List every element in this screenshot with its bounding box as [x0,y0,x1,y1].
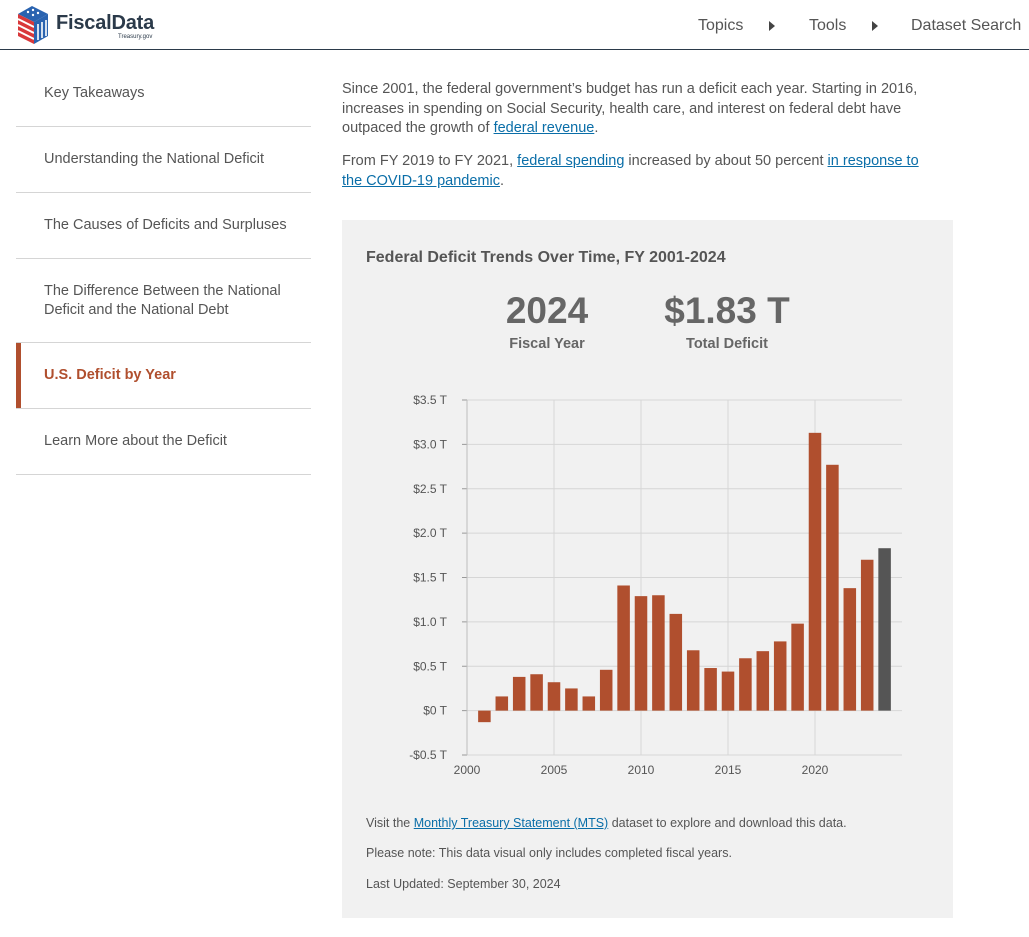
sidebar-item-label: U.S. Deficit by Year [44,367,176,383]
caret-right-icon [769,21,776,31]
sidebar-item-understanding-deficit[interactable]: Understanding the National Deficit [16,127,311,193]
y-tick-label: $1.5 T [413,571,447,585]
y-tick-label: $3.0 T [413,437,447,451]
total-deficit-stat: $1.83 T Total Deficit [652,290,802,352]
flag-logo-icon [17,6,48,44]
deficit-bar-2006[interactable] [565,688,578,711]
sidebar-item-label: The Difference Between the National Defi… [44,282,281,318]
total-deficit-label: Total Deficit [686,336,768,352]
y-tick-label: $1.0 T [413,615,447,629]
y-tick-label: $0.5 T [413,659,447,673]
deficit-bar-2013[interactable] [686,650,700,711]
deficit-bar-2010[interactable] [634,596,648,711]
covid-response-link[interactable]: in response to the COVID-19 pandemic [342,153,919,189]
deficit-bar-2018[interactable] [773,641,787,711]
y-tick-label: $3.5 T [413,393,447,407]
deficit-bar-2011[interactable] [652,595,665,711]
sidebar-item-label: Learn More about the Deficit [44,433,227,449]
deficit-bar-2016[interactable] [739,658,752,711]
deficit-bar-2014[interactable] [704,668,717,711]
mts-dataset-link[interactable]: Monthly Treasury Statement (MTS) [413,816,609,830]
note-text: dataset to explore and download this dat… [608,816,847,830]
nav-topics[interactable]: Topics [698,17,776,35]
fiscal-year-stat: 2024 Fiscal Year [497,290,597,352]
deficit-bar-2024[interactable] [878,548,891,711]
deficit-bar-2023[interactable] [860,559,874,711]
deficit-bar-2019[interactable] [791,623,804,711]
caret-right-icon [872,21,879,31]
total-deficit-value: $1.83 T [664,290,790,331]
x-tick-label: 2005 [541,763,568,777]
deficit-bar-2002[interactable] [495,696,509,711]
sidebar-item-label: Key Takeaways [44,84,145,101]
chart-title: Federal Deficit Trends Over Time, FY 200… [366,249,726,266]
federal-spending-link[interactable]: federal spending [517,153,625,169]
deficit-bar-2003[interactable] [512,676,526,711]
sidebar-item-learn-more[interactable]: Learn More about the Deficit [16,409,311,475]
intro-text: . [499,172,504,189]
logo-text: FiscalData [56,12,155,34]
logo-subtext: Treasury.gov [118,34,153,40]
fiscaldata-logo[interactable]: FiscalData Treasury.gov [14,4,174,46]
deficit-bar-2001[interactable] [478,710,491,723]
nav-tools[interactable]: Tools [809,17,879,35]
y-tick-label: $2.0 T [413,526,447,540]
sidebar-item-deficit-by-year[interactable]: U.S. Deficit by Year [16,343,311,409]
sidebar-item-label: Understanding the National Deficit [44,151,265,167]
intro-paragraph-1: Since 2001, the federal government’s bud… [342,80,932,139]
deficit-bar-2005[interactable] [547,682,561,711]
intro-text: . [594,120,599,136]
y-tick-label: $2.5 T [413,482,447,496]
deficit-bar-2022[interactable] [843,588,857,711]
federal-revenue-link[interactable]: federal revenue [493,120,595,136]
intro-text: increased by about 50 percent [624,153,828,169]
deficit-bar-2004[interactable] [530,674,543,711]
x-tick-label: 2000 [454,763,481,777]
sidebar-item-deficit-vs-debt[interactable]: The Difference Between the National Defi… [16,259,311,343]
sidebar-item-label: The Causes of Deficits and Surpluses [44,217,287,233]
x-tick-label: 2015 [715,763,742,777]
deficit-bar-2020[interactable] [808,432,822,711]
visit-note: Visit the Monthly Treasury Statement (MT… [366,816,847,830]
fiscal-year-label: Fiscal Year [509,336,585,352]
intro-text: Since 2001, the federal government’s bud… [342,81,918,136]
site-header: FiscalData Treasury.gov Topics Tools Dat… [0,0,1029,50]
deficit-bar-2015[interactable] [721,671,735,711]
sidebar-item-causes[interactable]: The Causes of Deficits and Surpluses [16,193,311,259]
section-nav: Key Takeaways Understanding the National… [16,60,311,475]
note-text: Visit the [366,816,414,830]
last-updated: Last Updated: September 30, 2024 [366,877,561,891]
nav-dataset-search-label: Dataset Search [911,17,1022,34]
x-tick-label: 2010 [628,763,655,777]
deficit-bar-2007[interactable] [582,696,596,711]
deficit-bar-2009[interactable] [617,585,630,711]
intro-paragraph-2: From FY 2019 to FY 2021, federal spendin… [342,152,932,191]
fiscal-year-value: 2024 [505,290,589,331]
intro-text: From FY 2019 to FY 2021, [342,153,518,169]
deficit-bar-2008[interactable] [599,669,613,711]
sidebar-item-key-takeaways[interactable]: Key Takeaways [16,60,311,127]
active-indicator [16,343,21,408]
deficit-bar-chart[interactable]: -$0.5 T $0 T $0.5 T $1.0 T $1.5 T $2.0 T $2.5 … [342,380,953,780]
nav-tools-label: Tools [809,17,847,34]
deficit-bar-2021[interactable] [826,464,839,711]
fiscal-years-note: Please note: This data visual only inclu… [366,846,732,860]
deficit-bar-2017[interactable] [756,651,770,711]
y-tick-label: -$0.5 T [409,748,447,762]
deficit-bar-2012[interactable] [669,613,683,711]
nav-topics-label: Topics [698,17,744,34]
deficit-chart-card: Federal Deficit Trends Over Time, FY 200… [342,220,953,918]
nav-dataset-search[interactable]: Dataset Search [911,17,1021,35]
y-tick-label: $0 T [423,704,447,718]
x-tick-label: 2020 [802,763,829,777]
